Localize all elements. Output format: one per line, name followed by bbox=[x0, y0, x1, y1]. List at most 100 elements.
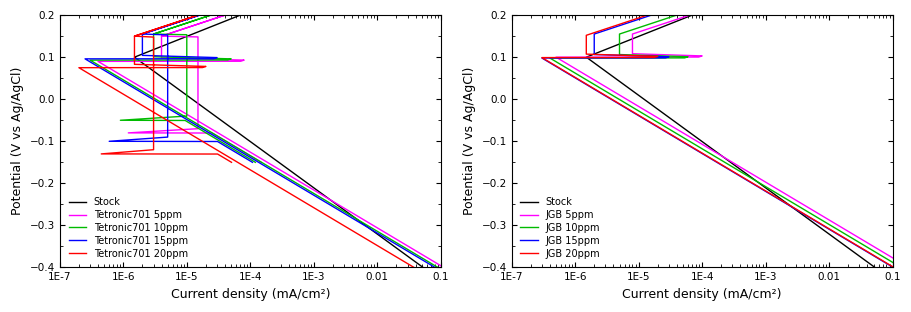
Line: Stock: Stock bbox=[586, 15, 874, 267]
JGB 10ppm bbox=[665, 15, 676, 19]
Line: Tetronic701 10ppm: Tetronic701 10ppm bbox=[90, 15, 437, 267]
Stock bbox=[707, 148, 718, 151]
Tetronic701 15ppm bbox=[210, 56, 221, 60]
Stock bbox=[417, 266, 428, 269]
Tetronic701 10ppm bbox=[205, 13, 216, 17]
JGB 20ppm bbox=[611, 100, 622, 104]
Tetronic701 10ppm bbox=[136, 89, 147, 92]
Stock bbox=[150, 47, 161, 51]
Tetronic701 20ppm bbox=[122, 95, 133, 99]
JGB 10ppm bbox=[895, 266, 906, 269]
Stock bbox=[582, 55, 593, 58]
Tetronic701 5ppm bbox=[438, 266, 449, 269]
Tetronic701 15ppm bbox=[397, 247, 408, 251]
Line: Tetronic701 20ppm: Tetronic701 20ppm bbox=[79, 15, 414, 267]
JGB 10ppm bbox=[783, 198, 793, 202]
JGB 5ppm bbox=[744, 171, 755, 175]
Legend: Stock, JGB 5ppm, JGB 10ppm, JGB 15ppm, JGB 20ppm: Stock, JGB 5ppm, JGB 10ppm, JGB 15ppm, J… bbox=[516, 193, 603, 263]
JGB 15ppm bbox=[714, 163, 725, 167]
Tetronic701 20ppm bbox=[189, 64, 200, 68]
Tetronic701 15ppm bbox=[429, 266, 440, 269]
Stock bbox=[644, 30, 655, 34]
Tetronic701 10ppm bbox=[224, 57, 235, 61]
Stock bbox=[188, 98, 199, 102]
Tetronic701 20ppm bbox=[220, 157, 231, 161]
Stock bbox=[868, 266, 879, 269]
Tetronic701 15ppm bbox=[188, 121, 199, 125]
JGB 5ppm bbox=[902, 266, 911, 269]
JGB 15ppm bbox=[886, 266, 897, 269]
Tetronic701 5ppm bbox=[200, 123, 210, 127]
Tetronic701 5ppm bbox=[406, 247, 417, 251]
JGB 5ppm bbox=[683, 13, 694, 17]
Stock bbox=[192, 30, 203, 34]
Tetronic701 5ppm bbox=[225, 58, 236, 62]
JGB 15ppm bbox=[784, 204, 795, 208]
Tetronic701 10ppm bbox=[250, 160, 261, 164]
JGB 15ppm bbox=[640, 15, 650, 19]
Y-axis label: Potential (V vs Ag/AgCl): Potential (V vs Ag/AgCl) bbox=[11, 67, 24, 216]
Line: JGB 20ppm: JGB 20ppm bbox=[541, 15, 893, 267]
Tetronic701 10ppm bbox=[192, 122, 203, 126]
Tetronic701 10ppm bbox=[212, 57, 223, 61]
JGB 10ppm bbox=[722, 163, 733, 167]
Stock bbox=[234, 13, 245, 17]
JGB 20ppm bbox=[730, 171, 741, 175]
JGB 15ppm bbox=[774, 198, 785, 202]
Tetronic701 20ppm bbox=[408, 266, 419, 269]
JGB 5ppm bbox=[789, 198, 800, 202]
JGB 10ppm bbox=[670, 13, 681, 17]
Tetronic701 15ppm bbox=[247, 160, 258, 164]
Legend: Stock, Tetronic701 5ppm, Tetronic701 10ppm, Tetronic701 15ppm, Tetronic701 20ppm: Stock, Tetronic701 5ppm, Tetronic701 10p… bbox=[65, 193, 191, 263]
JGB 20ppm bbox=[715, 163, 726, 166]
JGB 20ppm bbox=[887, 266, 898, 269]
Y-axis label: Potential (V vs Ag/AgCl): Potential (V vs Ag/AgCl) bbox=[463, 67, 476, 216]
Tetronic701 5ppm bbox=[238, 59, 249, 62]
Tetronic701 10ppm bbox=[432, 266, 443, 269]
Line: Tetronic701 5ppm: Tetronic701 5ppm bbox=[97, 15, 444, 267]
JGB 5ppm bbox=[678, 15, 689, 19]
X-axis label: Current density (mA/cm²): Current density (mA/cm²) bbox=[621, 288, 781, 301]
Stock bbox=[639, 98, 650, 102]
JGB 5ppm bbox=[799, 204, 810, 208]
Tetronic701 5ppm bbox=[255, 160, 266, 164]
JGB 5ppm bbox=[625, 100, 636, 104]
JGB 20ppm bbox=[784, 204, 795, 208]
Tetronic701 10ppm bbox=[401, 247, 412, 251]
JGB 20ppm bbox=[775, 198, 786, 202]
Line: JGB 10ppm: JGB 10ppm bbox=[549, 15, 900, 267]
Stock bbox=[348, 215, 359, 219]
Tetronic701 15ppm bbox=[200, 55, 210, 59]
JGB 20ppm bbox=[641, 13, 652, 17]
Tetronic701 20ppm bbox=[192, 13, 203, 17]
Stock bbox=[131, 55, 142, 58]
Tetronic701 15ppm bbox=[234, 153, 245, 157]
Line: Stock: Stock bbox=[134, 15, 423, 267]
Line: JGB 5ppm: JGB 5ppm bbox=[556, 15, 907, 267]
JGB 15ppm bbox=[645, 13, 656, 17]
X-axis label: Current density (mA/cm²): Current density (mA/cm²) bbox=[170, 288, 330, 301]
Stock bbox=[800, 215, 811, 219]
Tetronic701 5ppm bbox=[238, 150, 249, 154]
Line: Tetronic701 15ppm: Tetronic701 15ppm bbox=[85, 15, 435, 267]
Tetronic701 20ppm bbox=[177, 128, 188, 131]
JGB 5ppm bbox=[730, 162, 741, 166]
Tetronic701 15ppm bbox=[131, 88, 142, 91]
Tetronic701 5ppm bbox=[220, 13, 230, 17]
JGB 10ppm bbox=[737, 172, 748, 175]
Tetronic701 10ppm bbox=[224, 145, 235, 149]
Stock bbox=[686, 13, 697, 17]
Tetronic701 5ppm bbox=[143, 90, 154, 94]
Tetronic701 20ppm bbox=[200, 65, 210, 69]
JGB 10ppm bbox=[793, 204, 804, 208]
Tetronic701 15ppm bbox=[194, 13, 205, 17]
JGB 15ppm bbox=[611, 101, 622, 105]
Tetronic701 20ppm bbox=[226, 160, 237, 164]
Stock bbox=[255, 148, 266, 151]
Tetronic701 20ppm bbox=[378, 248, 389, 251]
Line: JGB 15ppm: JGB 15ppm bbox=[541, 15, 892, 267]
Stock bbox=[601, 47, 612, 51]
JGB 20ppm bbox=[635, 15, 646, 19]
JGB 15ppm bbox=[729, 172, 740, 175]
JGB 10ppm bbox=[619, 101, 630, 105]
